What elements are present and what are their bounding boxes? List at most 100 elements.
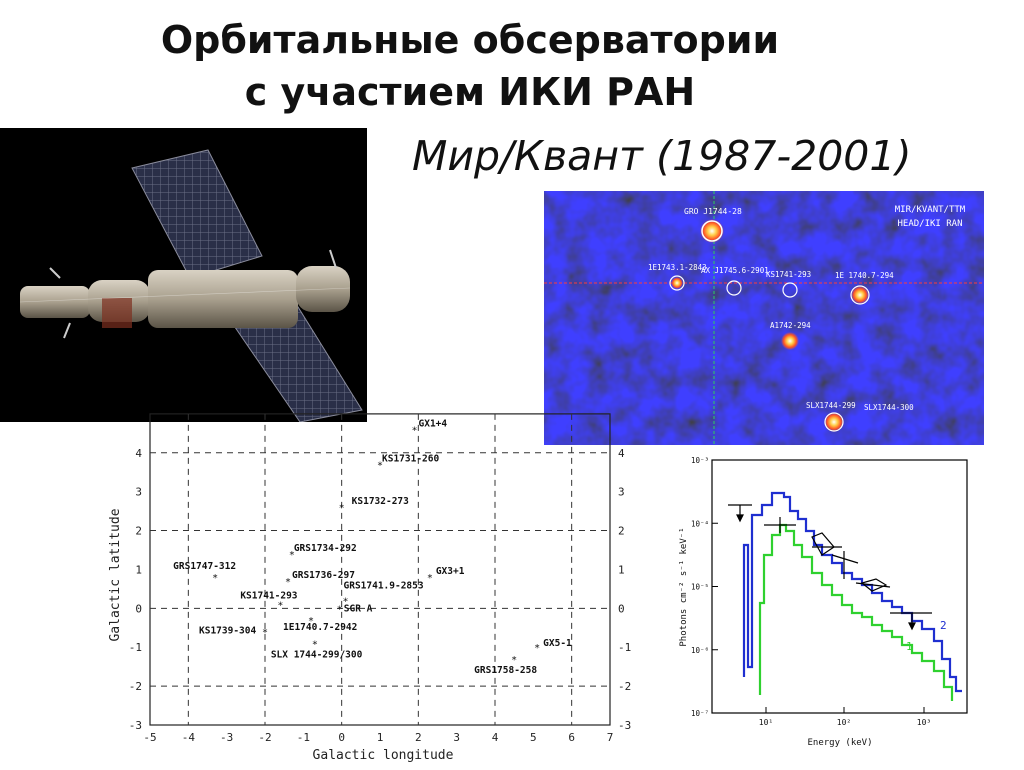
spectrum-x-tick: 10³	[917, 718, 931, 727]
galactic-source-label: KS1732-273	[352, 496, 409, 507]
sky-map-header-2: HEAD/IKI RAN	[897, 219, 962, 229]
galactic-source-marker: *	[339, 503, 345, 514]
galactic-source-marker: *	[377, 460, 383, 471]
spectrum-y-tick: 10⁻³	[691, 456, 709, 465]
sky-source-1e1740	[851, 286, 869, 304]
galactic-source-map: -5 -4 -3 -2 -1 0 1 2 3 4 5 6 7 -3 -3 -2 -2 -1 -1 0 0 1 1 2 2 3 3 4 4…	[105, 365, 645, 765]
spectrum-y-tick: 10⁻⁴	[691, 519, 709, 528]
sky-source-ks1741	[782, 282, 798, 298]
galactic-x-tick: -3	[220, 731, 233, 744]
sky-map-header-1: MIR/KVANT/TTM	[895, 205, 966, 215]
core-module	[148, 270, 298, 328]
galactic-y-tick-right: 1	[618, 563, 625, 576]
galactic-y-tick-right: 4	[618, 447, 625, 460]
galactic-source-marker: *	[262, 628, 268, 639]
sky-label-1e1743: 1E1743.1-2843	[648, 263, 707, 272]
galactic-source-marker: *	[534, 643, 540, 654]
galactic-source-label: KS1739-304	[199, 626, 256, 637]
galactic-source-label: SGR A	[344, 603, 373, 614]
galactic-y-tick: 1	[135, 563, 142, 576]
sky-source-ax-j1745	[726, 280, 742, 296]
slide-title: Орбитальные обсерватории с участием ИКИ …	[0, 14, 940, 118]
galactic-x-tick: -5	[143, 731, 156, 744]
galactic-x-tick: 4	[492, 731, 499, 744]
space-station-photo	[0, 128, 367, 422]
galactic-y-tick-right: -3	[618, 719, 631, 732]
spectrum-y-tick: 10⁻⁶	[691, 646, 709, 655]
soyuz-module	[20, 286, 90, 318]
galactic-y-tick: -1	[129, 641, 142, 654]
spectrum-y-axis-label: Photons cm⁻² s⁻¹ keV⁻¹	[679, 527, 689, 646]
galactic-source-label: GRS1747-312	[173, 561, 236, 572]
galactic-y-tick: -3	[129, 719, 142, 732]
galactic-source-marker: *	[277, 600, 283, 611]
title-line-1: Орбитальные обсерватории	[160, 18, 780, 62]
galactic-y-tick-right: 0	[618, 602, 625, 615]
spectrum-frame	[711, 459, 968, 714]
galactic-source-label: KS1741-293	[240, 590, 297, 601]
space-station-illustration	[19, 149, 363, 422]
spectrum-x-tick: 10¹	[759, 718, 773, 727]
galactic-source-label: 1E1740.7-2942	[283, 622, 357, 633]
energy-spectrum-plot: 10⁻³ 10⁻⁴ 10⁻⁵ 10⁻⁶ 10⁻⁷ 10¹ 10² 10³ 1 2 Energy…	[672, 455, 976, 761]
sky-source-slx1744	[824, 412, 844, 432]
spectrum-x-axis-label: Energy (keV)	[807, 738, 872, 748]
galactic-source-label: KS1731-260	[382, 453, 439, 464]
galactic-source-label: GRS1736-297	[292, 570, 355, 581]
sky-source-a1742	[781, 332, 799, 350]
galactic-source-label: GX1+4	[419, 418, 448, 429]
galactic-x-tick: 6	[568, 731, 575, 744]
galactic-y-tick-right: -1	[618, 641, 631, 654]
sky-source-gro-j1744-28	[700, 219, 724, 243]
galactic-x-axis-label: Galactic longitude	[313, 748, 454, 763]
spectrum-series-2-label: 2	[940, 619, 947, 632]
galactic-y-tick: 3	[135, 486, 142, 499]
galactic-x-tick: -4	[182, 731, 196, 744]
galactic-y-axis-label: Galactic latitude	[108, 508, 123, 641]
spectrum-x-tick: 10²	[837, 718, 851, 727]
galactic-source-marker: *	[511, 655, 517, 666]
galactic-source-label: GRS1734-292	[294, 543, 357, 554]
galactic-x-tick: 3	[453, 731, 460, 744]
spectrum-error-bars	[728, 504, 932, 631]
galactic-source-label: GX5-1	[543, 638, 572, 649]
sky-label-1e1740: 1E 1740.7-294	[835, 271, 894, 280]
sky-map-image: MIR/KVANT/TTM HEAD/IKI RAN GRO J1744-28 …	[544, 191, 984, 445]
galactic-y-tick-right: 2	[618, 525, 625, 538]
galactic-x-tick: 0	[338, 731, 345, 744]
galactic-source-marker: *	[308, 616, 314, 627]
galactic-x-tick: 1	[377, 731, 384, 744]
galactic-source-label: SLX 1744-299/300	[271, 649, 363, 660]
galactic-y-tick-right: 3	[618, 486, 625, 499]
galactic-source-label: GRS1758-258	[474, 665, 537, 676]
spectrum-y-tick: 10⁻⁷	[691, 709, 709, 718]
galactic-y-tick: 2	[135, 525, 142, 538]
sky-label-ks1741: KS1741-293	[766, 270, 811, 279]
galactic-source-label: GRS1741.9-2853	[344, 581, 424, 592]
spectrum-series-2-line	[742, 491, 962, 693]
galactic-source-label: GX3+1	[436, 566, 465, 577]
galactic-x-tick: -2	[258, 731, 271, 744]
galactic-source-marker: *	[212, 573, 218, 584]
sky-label-ax: AX J1745.6-2901	[701, 266, 769, 275]
galactic-x-tick: 7	[607, 731, 614, 744]
sky-label-a1742: A1742-294	[770, 321, 811, 330]
spectrum-series-1-label: 1	[906, 640, 913, 653]
sky-label-gro: GRO J1744-28	[684, 207, 742, 216]
sky-label-slx300: SLX1744-300	[864, 403, 914, 412]
galactic-source-marker: *	[289, 550, 295, 561]
galactic-source-marker: *	[427, 573, 433, 584]
spectrum-y-tick: 10⁻⁵	[691, 583, 709, 592]
galactic-y-tick: 0	[135, 602, 142, 615]
title-line-2: с участием ИКИ РАН	[244, 70, 696, 114]
solar-panel-upper	[131, 149, 263, 279]
galactic-y-tick: -2	[129, 680, 142, 693]
sky-label-slx299: SLX1744-299	[806, 401, 856, 410]
galactic-source-marker: *	[337, 604, 343, 615]
galactic-y-tick: 4	[135, 447, 142, 460]
galactic-source-marker: *	[285, 577, 291, 588]
galactic-source-marker: *	[342, 597, 348, 608]
galactic-source-marker: *	[411, 425, 417, 436]
slide-subtitle: Мир/Квант (1987-2001)	[412, 132, 912, 180]
sky-source-1e1743	[671, 277, 683, 289]
